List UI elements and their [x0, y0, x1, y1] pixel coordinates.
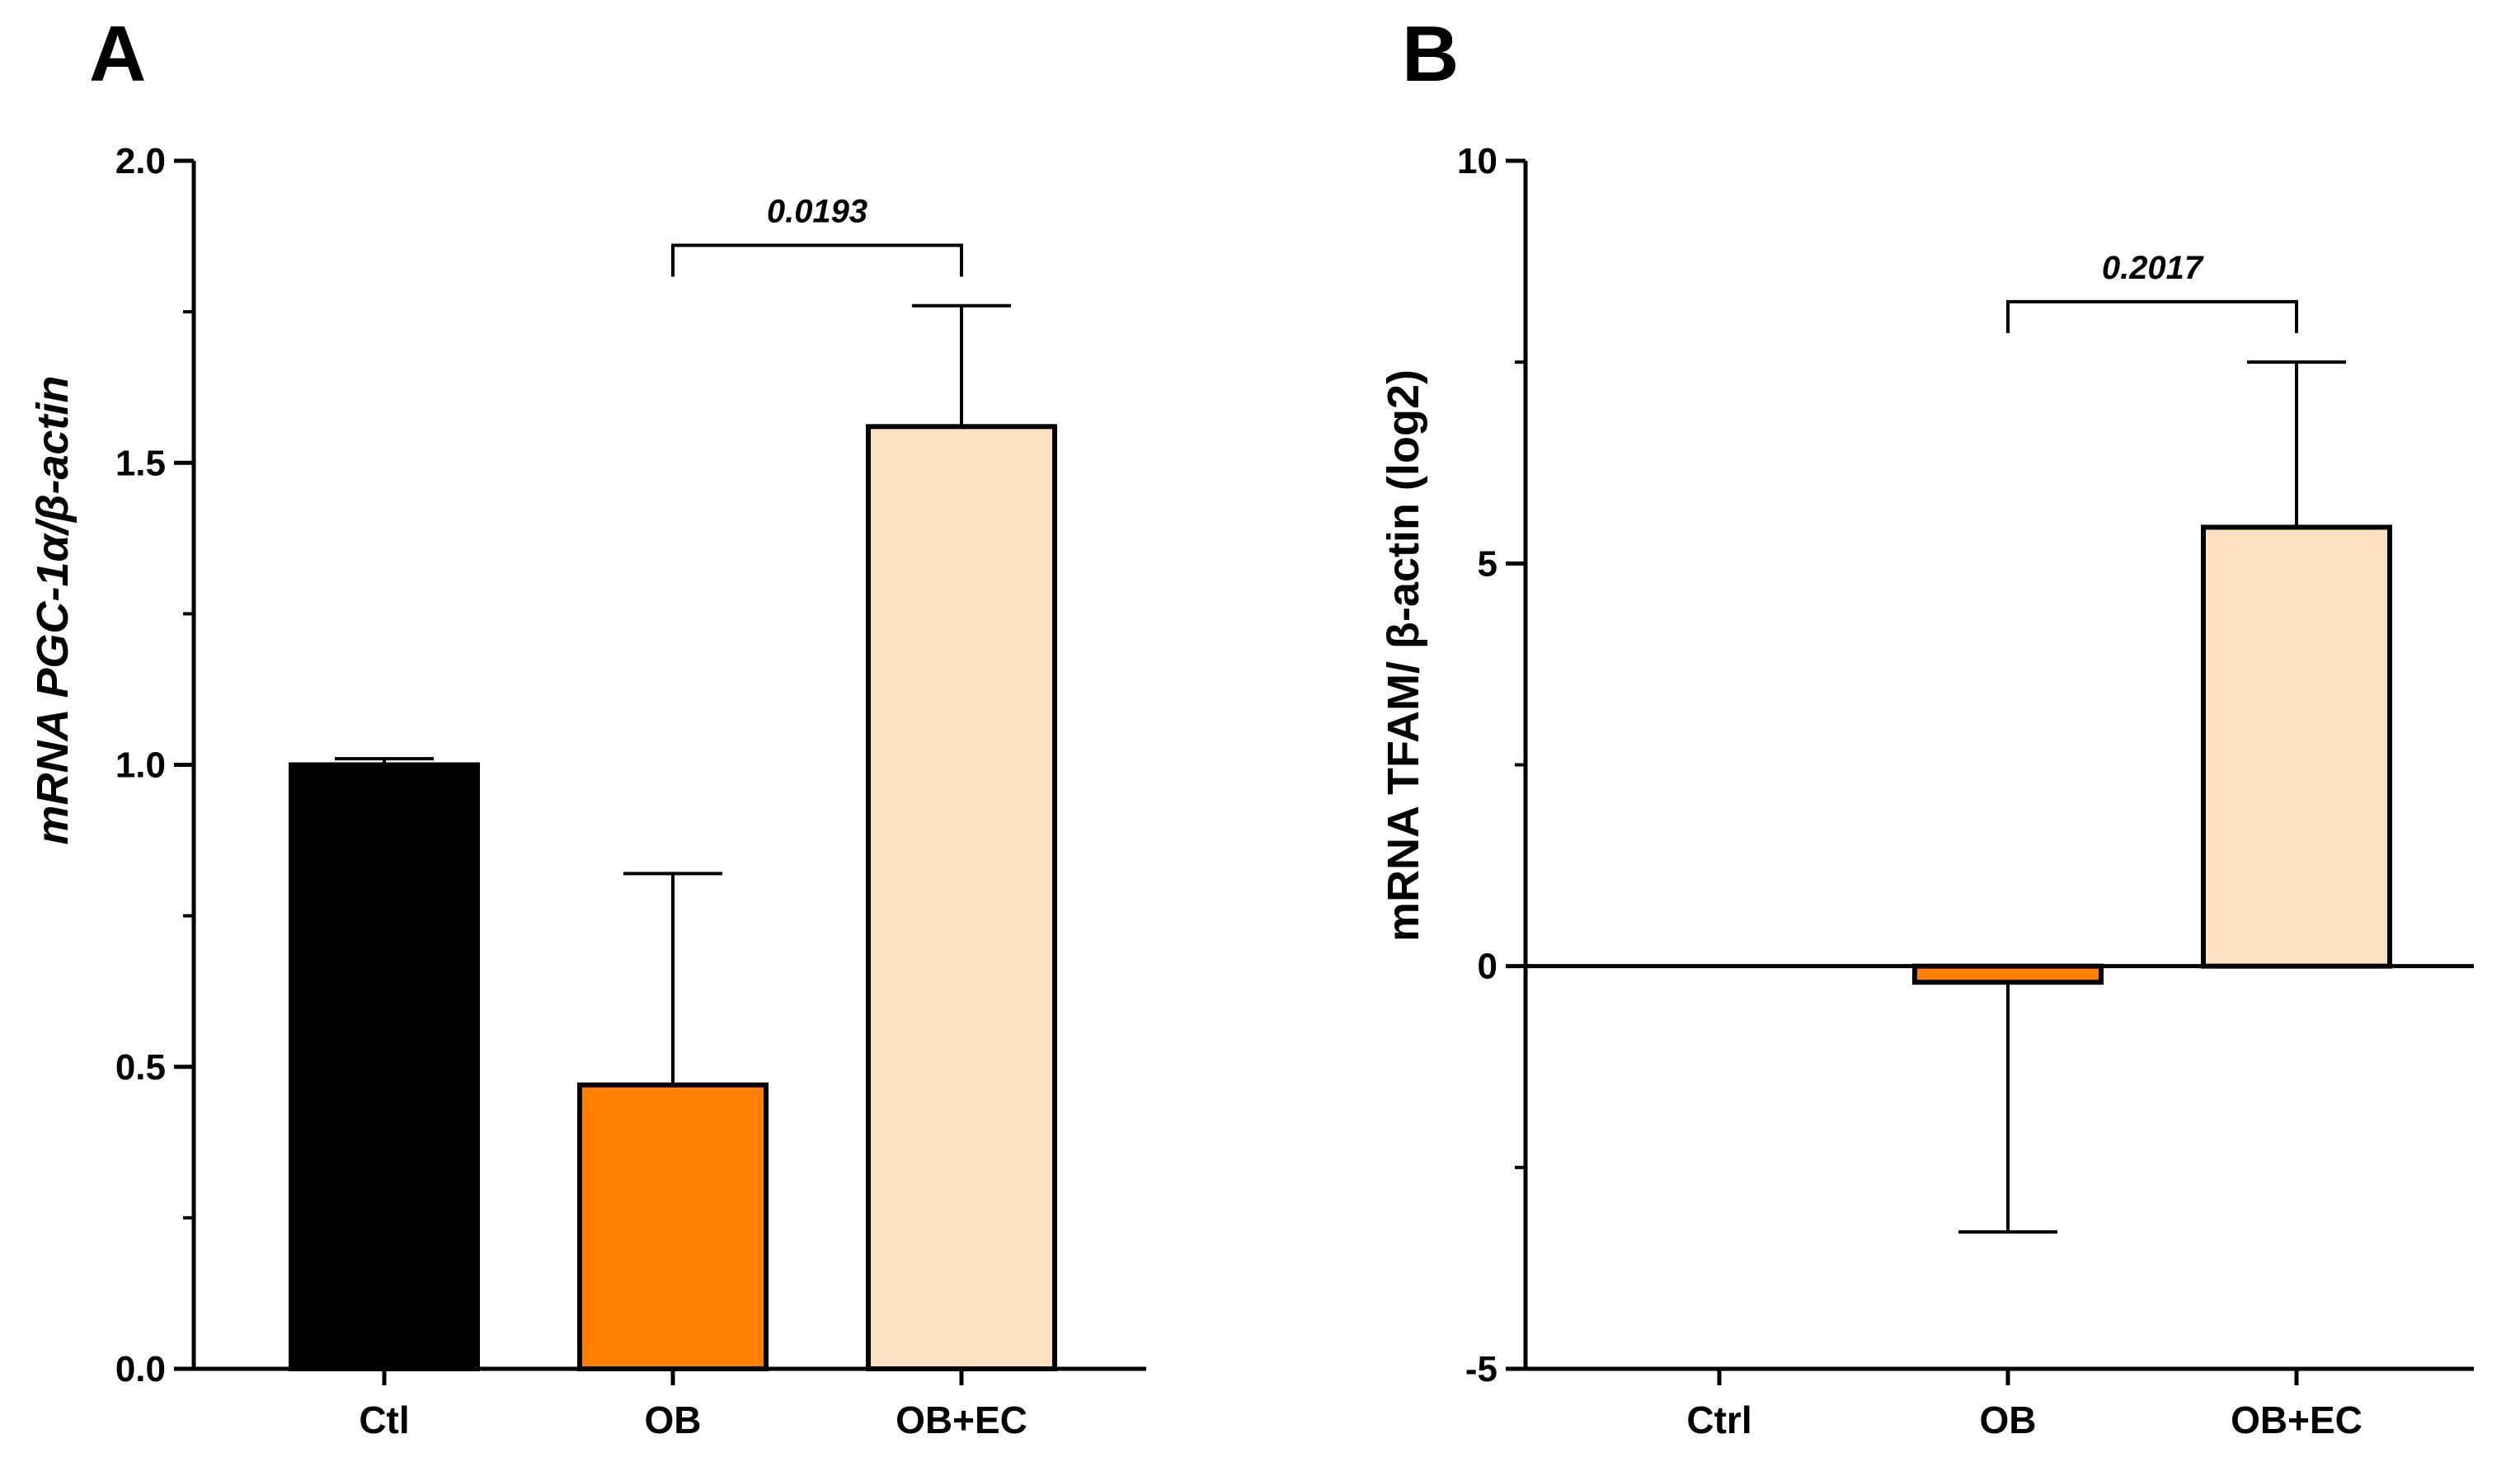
panel-b-category-label: OB+EC [2231, 1399, 2362, 1441]
panel-b-p-value: 0.2017 [2102, 250, 2204, 286]
panel-b-chart: B mRNA TFAM/ β-actin (log2) -5 0 5 10 Ctrl OB… [1379, 10, 2474, 1441]
panel-a-ytick-label: 0.0 [115, 1349, 166, 1389]
panel-a-ylabel: mRNA PGC-1α/β-actin [28, 375, 78, 844]
panel-a-ytick-label: 0.5 [115, 1047, 166, 1088]
panel-b-significance-bracket [2006, 299, 2298, 333]
panel-a-ytick-label: 1.5 [115, 443, 166, 483]
panel-b-ytick-label: 0 [1478, 947, 1497, 987]
panel-b-category-label: Ctrl [1686, 1399, 1751, 1441]
panel-a-bar-ctl [289, 762, 480, 1371]
panel-b-bar-ob-ec [2201, 524, 2392, 969]
panel-a-letter: A [89, 10, 146, 98]
panel-b-ytick-label: 5 [1478, 543, 1497, 584]
panel-b-letter: B [1402, 10, 1459, 98]
panel-a-significance-bracket [671, 243, 963, 277]
panel-a-p-value: 0.0193 [767, 194, 867, 230]
panel-b-ytick-label: -5 [1465, 1349, 1497, 1389]
panel-a-category-label: Ctl [359, 1399, 409, 1441]
panel-b-bar-ob [1912, 963, 2104, 985]
panel-a-ylabel-text: mRNA PGC-1α/β-actin [28, 375, 78, 844]
panel-b-category-label: OB [1980, 1399, 2037, 1441]
panel-a-category-label: OB [645, 1399, 702, 1441]
panel-a-category-label: OB+EC [896, 1399, 1027, 1441]
panel-a-ytick-label: 1.0 [115, 745, 166, 786]
panel-b-ytick-label: 10 [1457, 141, 1497, 181]
panel-a-ytick-label: 2.0 [115, 141, 166, 181]
panel-a-bar-ob [577, 1082, 769, 1371]
panel-a-bar-ob-ec [866, 424, 1057, 1371]
panel-a-chart: A mRNA PGC-1α/β-actin 0.0 0.5 1.0 1.5 2.0 Ctl… [28, 10, 1146, 1441]
panel-b-ylabel: mRNA TFAM/ β-actin (log2) [1379, 369, 1428, 942]
